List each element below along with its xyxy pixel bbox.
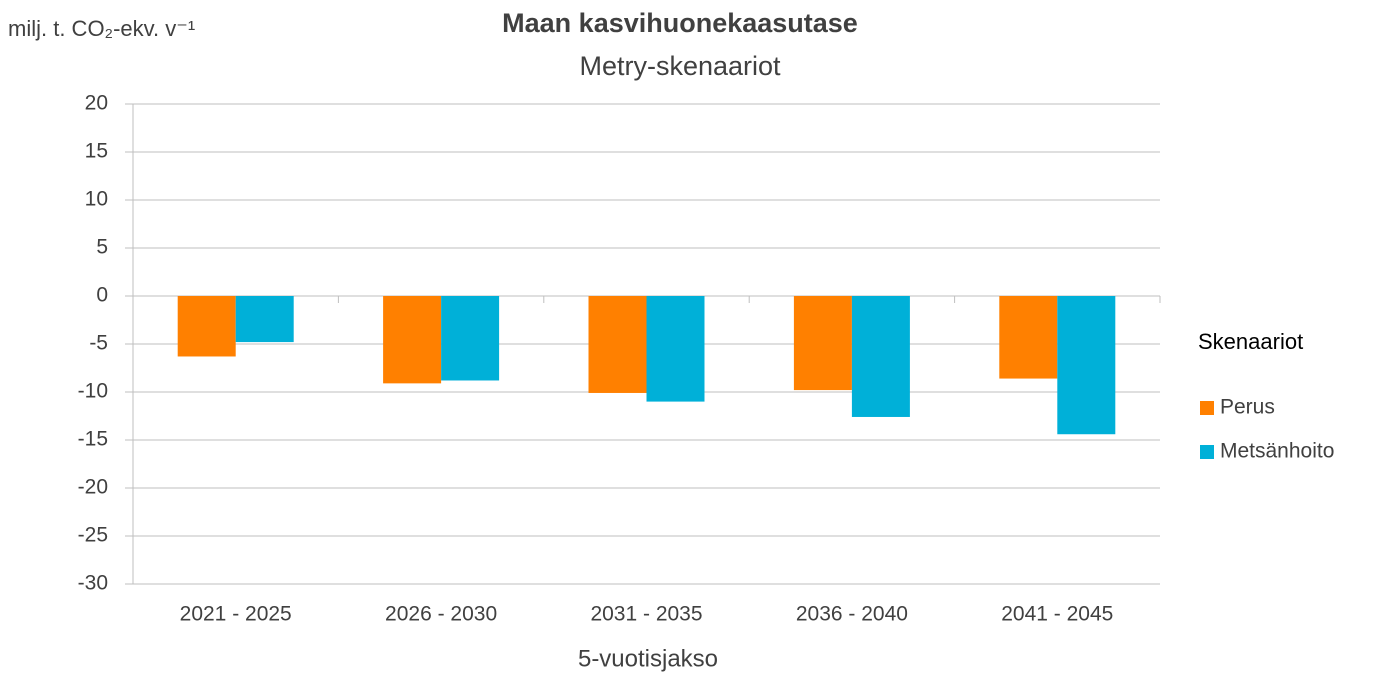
bar [1057,296,1116,435]
bar [235,296,294,343]
legend-label: Perus [1220,396,1275,419]
legend-swatch [1200,401,1214,415]
chart-title: Maan kasvihuonekaasutase [502,8,858,38]
y-tick-label: -30 [78,572,108,595]
y-tick-label: -5 [89,332,108,355]
bar [177,296,236,357]
x-axis-label: 5-vuotisjakso [578,645,718,672]
y-tick-label: 5 [96,236,108,259]
y-tick-label: 0 [96,284,108,307]
x-tick-label: 2036 - 2040 [796,603,908,626]
y-tick-label: 15 [85,140,108,163]
y-tick-label: -15 [78,428,108,451]
x-tick-label: 2031 - 2035 [590,603,702,626]
bar [851,296,910,417]
x-tick-label: 2041 - 2045 [1001,603,1113,626]
bar [646,296,705,402]
bar [383,296,442,384]
y-tick-label: 10 [85,188,108,211]
bar [588,296,647,393]
y-axis-label: milj. t. CO₂-ekv. v⁻¹ [8,16,195,41]
y-tick-label: -10 [78,380,108,403]
legend-title: Skenaariot [1198,329,1303,354]
chart-subtitle: Metry-skenaariot [579,51,781,81]
y-tick-label: -25 [78,524,108,547]
bar [793,296,852,391]
legend-swatch [1200,445,1214,459]
x-tick-label: 2021 - 2025 [180,603,292,626]
y-tick-label: -20 [78,476,108,499]
bar [441,296,500,381]
y-tick-label: 20 [85,92,108,115]
legend-label: Metsänhoito [1220,440,1334,463]
bar [999,296,1058,379]
x-tick-label: 2026 - 2030 [385,603,497,626]
